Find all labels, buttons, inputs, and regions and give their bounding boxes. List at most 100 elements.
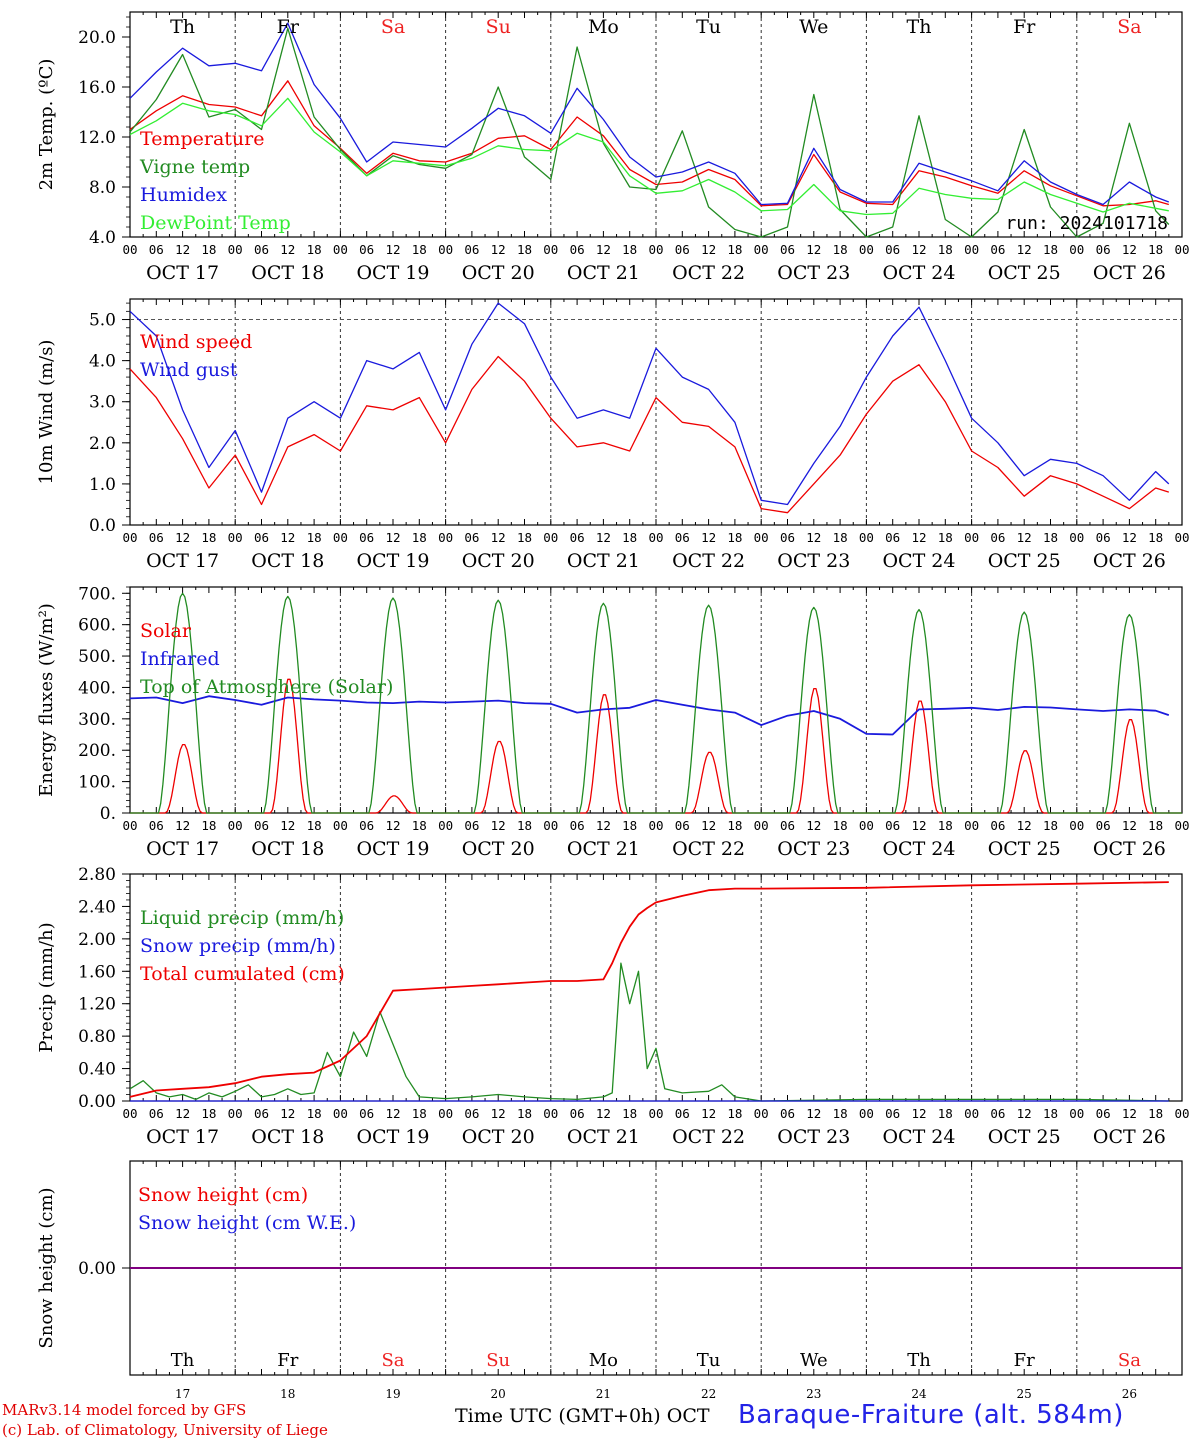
hour-tick-label: 18	[307, 530, 322, 545]
y-tick-label: 1.20	[78, 995, 116, 1015]
hour-tick-label: 12	[701, 818, 716, 833]
y-tick-label: 12.0	[78, 128, 116, 148]
hour-tick-label: 12	[175, 818, 190, 833]
day-number: 18	[280, 1387, 295, 1401]
hour-tick-label: 00	[964, 818, 979, 833]
hour-tick-label: 00	[1174, 242, 1189, 257]
hour-tick-label: 00	[333, 530, 348, 545]
date-label: OCT 19	[356, 262, 429, 284]
day-abbr-top: Fr	[1013, 16, 1036, 38]
hour-tick-label: 12	[1017, 818, 1032, 833]
hour-tick-label: 00	[438, 242, 453, 257]
date-label: OCT 23	[777, 838, 850, 860]
hour-tick-label: 06	[780, 242, 795, 257]
date-label: OCT 25	[988, 838, 1061, 860]
hour-tick-label: 00	[1174, 530, 1189, 545]
day-abbr-bottom: Su	[486, 1350, 510, 1371]
hour-tick-label: 12	[385, 242, 400, 257]
hour-tick-label: 18	[1148, 1106, 1163, 1121]
hour-tick-label: 06	[990, 530, 1005, 545]
hour-tick-label: 06	[1096, 530, 1111, 545]
hour-tick-label: 12	[280, 818, 295, 833]
hour-tick-label: 12	[911, 242, 926, 257]
hour-tick-label: 12	[596, 818, 611, 833]
series-line-vigne-temp	[129, 27, 1170, 238]
hour-tick-label: 12	[385, 818, 400, 833]
hour-tick-label: 00	[438, 818, 453, 833]
hour-tick-label: 12	[1122, 818, 1137, 833]
day-number: 22	[701, 1387, 716, 1401]
legend-liquid-precip-mm-h: Liquid precip (mm/h)	[140, 907, 344, 929]
hour-tick-label: 12	[1122, 530, 1137, 545]
day-number: 25	[1017, 1387, 1032, 1401]
hour-tick-label: 06	[149, 1106, 164, 1121]
y-tick-label: 20.0	[78, 28, 116, 48]
hour-tick-label: 12	[491, 1106, 506, 1121]
date-label: OCT 20	[462, 262, 535, 284]
date-label: OCT 24	[882, 262, 955, 284]
series-line-dewpoint-temp	[129, 97, 1169, 216]
legend-infrared: Infrared	[140, 648, 220, 670]
hour-tick-label: 00	[964, 1106, 979, 1121]
hour-tick-label: 06	[675, 242, 690, 257]
time-axis-label: Time UTC (GMT+0h) OCT	[455, 1405, 710, 1427]
y-tick-label: 0.80	[78, 1027, 116, 1047]
hour-tick-label: 06	[885, 1106, 900, 1121]
day-number: 21	[596, 1387, 611, 1401]
hour-tick-label: 06	[570, 1106, 585, 1121]
hour-tick-label: 12	[175, 1106, 190, 1121]
hour-tick-label: 00	[648, 818, 663, 833]
y-tick-label: 500.	[78, 647, 116, 667]
day-abbr-bottom: Th	[171, 1350, 195, 1371]
hour-tick-label: 00	[648, 242, 663, 257]
y-axis-label: 2m Temp. (ºC)	[36, 59, 57, 191]
date-label: OCT 20	[462, 1126, 535, 1148]
hour-tick-label: 06	[254, 818, 269, 833]
hour-tick-label: 12	[1017, 242, 1032, 257]
hour-tick-label: 18	[517, 818, 532, 833]
hour-tick-label: 00	[438, 530, 453, 545]
hour-tick-label: 00	[228, 818, 243, 833]
y-tick-label: 5.0	[89, 311, 116, 331]
hour-tick-label: 06	[780, 1106, 795, 1121]
hour-tick-label: 18	[201, 242, 216, 257]
hour-tick-label: 00	[859, 530, 874, 545]
hour-tick-label: 00	[122, 1106, 137, 1121]
day-abbr-top: Su	[486, 16, 511, 38]
hour-tick-label: 18	[412, 818, 427, 833]
hour-tick-label: 12	[596, 242, 611, 257]
legend-temperature: Temperature	[140, 128, 264, 150]
hour-tick-label: 06	[464, 1106, 479, 1121]
date-label: OCT 18	[251, 838, 324, 860]
hour-tick-label: 12	[385, 530, 400, 545]
hour-tick-label: 06	[780, 818, 795, 833]
hour-tick-label: 00	[754, 530, 769, 545]
hour-tick-label: 06	[359, 530, 374, 545]
hour-tick-label: 12	[911, 1106, 926, 1121]
date-label: OCT 23	[777, 550, 850, 572]
hour-tick-label: 00	[859, 818, 874, 833]
hour-tick-label: 18	[622, 530, 637, 545]
y-axis-label: Precip (mm/h)	[36, 922, 57, 1052]
hour-tick-label: 12	[911, 818, 926, 833]
day-abbr-top: Mo	[588, 16, 619, 38]
date-label: OCT 25	[988, 1126, 1061, 1148]
hour-tick-label: 12	[701, 242, 716, 257]
date-label: OCT 22	[672, 1126, 745, 1148]
hour-tick-label: 12	[491, 818, 506, 833]
y-tick-label: 1.0	[89, 475, 116, 495]
lab-credit: (c) Lab. of Climatology, University of L…	[2, 1421, 328, 1439]
hour-tick-label: 18	[201, 1106, 216, 1121]
hour-tick-label: 06	[464, 818, 479, 833]
hour-tick-label: 00	[754, 242, 769, 257]
date-label: OCT 21	[567, 550, 640, 572]
hour-tick-label: 12	[806, 1106, 821, 1121]
hour-tick-label: 18	[833, 530, 848, 545]
hour-tick-label: 06	[359, 818, 374, 833]
hour-tick-label: 12	[806, 242, 821, 257]
hour-tick-label: 06	[885, 530, 900, 545]
y-axis-label: Energy fluxes (W/m²)	[36, 603, 57, 797]
date-label: OCT 20	[462, 838, 535, 860]
hour-tick-label: 18	[833, 818, 848, 833]
date-label: OCT 17	[146, 550, 219, 572]
